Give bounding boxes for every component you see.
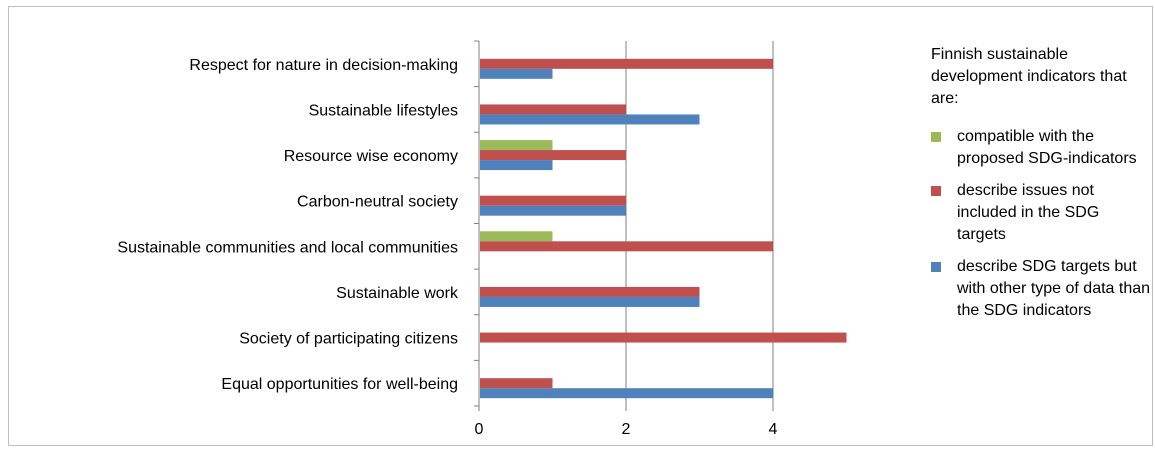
chart-frame bbox=[8, 6, 1153, 446]
axes bbox=[474, 40, 774, 411]
legend-swatch bbox=[931, 186, 941, 196]
legend-label: compatible with the proposed SDG-indicat… bbox=[957, 128, 1137, 167]
legend-title: Finnish sustainable development indicato… bbox=[931, 46, 1127, 107]
category-label: Equal opportunities for well-being bbox=[221, 376, 458, 393]
category-label: Carbon-neutral society bbox=[297, 194, 458, 211]
legend-item: describe issues not included in the SDG … bbox=[931, 180, 1151, 246]
legend-item: compatible with the proposed SDG-indicat… bbox=[931, 126, 1151, 170]
bar bbox=[480, 160, 553, 171]
bar bbox=[480, 140, 553, 151]
x-tick-label: 0 bbox=[475, 421, 484, 438]
gridlines bbox=[625, 41, 774, 406]
bar bbox=[480, 388, 773, 399]
category-label: Sustainable communities and local commun… bbox=[117, 239, 458, 256]
bar bbox=[480, 58, 773, 69]
bar bbox=[480, 205, 626, 216]
category-label: Resource wise economy bbox=[284, 148, 458, 165]
bar bbox=[480, 332, 847, 343]
legend-swatch bbox=[931, 132, 941, 142]
bars bbox=[480, 58, 847, 399]
x-tick-labels: 0 2 4 bbox=[475, 421, 778, 438]
bar bbox=[480, 231, 553, 242]
bar bbox=[480, 296, 700, 307]
legend-item: describe SDG targets but with other type… bbox=[931, 256, 1151, 322]
category-labels: Respect for nature in decision-making Sus… bbox=[117, 57, 459, 393]
bar bbox=[480, 150, 626, 161]
bar bbox=[480, 286, 700, 297]
legend-label: describe issues not included in the SDG … bbox=[957, 182, 1100, 243]
bar bbox=[480, 195, 626, 206]
x-tick-label: 2 bbox=[622, 421, 631, 438]
legend-swatch bbox=[931, 262, 941, 272]
bar bbox=[480, 68, 553, 79]
category-label: Sustainable work bbox=[336, 285, 459, 302]
category-label: Respect for nature in decision-making bbox=[189, 57, 458, 74]
legend: Finnish sustainable development indicato… bbox=[931, 44, 1151, 332]
category-label: Society of participating citizens bbox=[239, 331, 458, 348]
bar bbox=[480, 104, 626, 115]
bar bbox=[480, 378, 553, 389]
category-label: Sustainable lifestyles bbox=[309, 102, 458, 119]
legend-label: describe SDG targets but with other type… bbox=[957, 258, 1151, 319]
bar bbox=[480, 241, 773, 252]
bar bbox=[480, 114, 700, 125]
legend-items: compatible with the proposed SDG-indicat… bbox=[931, 126, 1151, 322]
x-tick-label: 4 bbox=[769, 421, 778, 438]
